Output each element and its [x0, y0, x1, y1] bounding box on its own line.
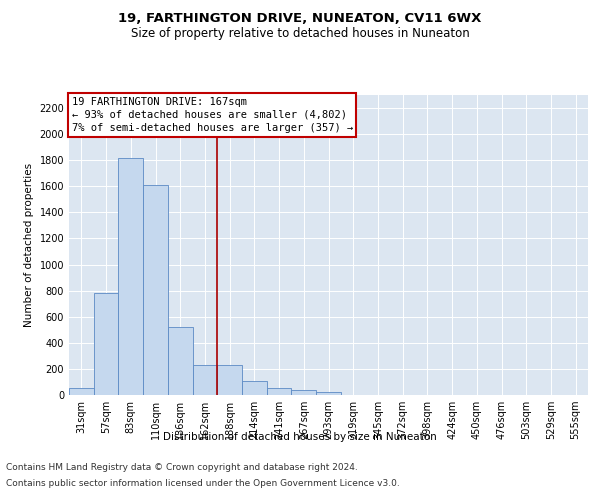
Bar — [242, 382, 267, 395]
Bar — [267, 388, 292, 395]
Y-axis label: Number of detached properties: Number of detached properties — [24, 163, 34, 327]
Bar — [316, 392, 341, 395]
Bar — [217, 365, 242, 395]
Text: Distribution of detached houses by size in Nuneaton: Distribution of detached houses by size … — [163, 432, 437, 442]
Bar — [143, 185, 168, 395]
Text: 19 FARTHINGTON DRIVE: 167sqm
← 93% of detached houses are smaller (4,802)
7% of : 19 FARTHINGTON DRIVE: 167sqm ← 93% of de… — [71, 96, 353, 133]
Bar — [168, 326, 193, 395]
Bar — [292, 390, 316, 395]
Text: Size of property relative to detached houses in Nuneaton: Size of property relative to detached ho… — [131, 28, 469, 40]
Text: Contains public sector information licensed under the Open Government Licence v3: Contains public sector information licen… — [6, 478, 400, 488]
Bar — [193, 365, 217, 395]
Bar — [69, 388, 94, 395]
Bar — [94, 294, 118, 395]
Text: 19, FARTHINGTON DRIVE, NUNEATON, CV11 6WX: 19, FARTHINGTON DRIVE, NUNEATON, CV11 6W… — [118, 12, 482, 26]
Text: Contains HM Land Registry data © Crown copyright and database right 2024.: Contains HM Land Registry data © Crown c… — [6, 464, 358, 472]
Bar — [118, 158, 143, 395]
